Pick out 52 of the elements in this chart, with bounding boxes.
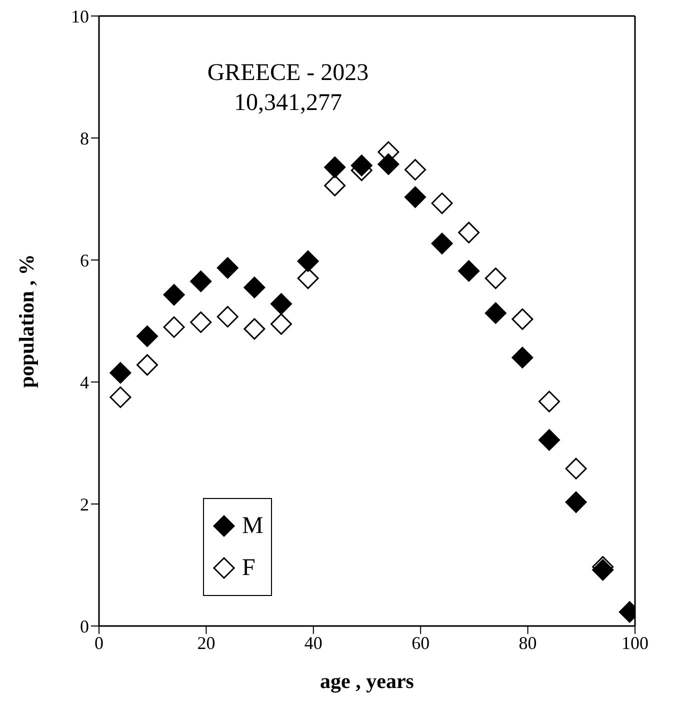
point (538, 429, 560, 451)
point (324, 174, 346, 196)
point (190, 270, 212, 292)
point (270, 293, 292, 315)
x-tick-label: 20 (197, 632, 216, 653)
point (163, 316, 185, 338)
point (270, 313, 292, 335)
point (190, 311, 212, 333)
text: GREECE - 2023 (206, 59, 370, 88)
point (565, 491, 587, 513)
point (538, 390, 560, 412)
point (136, 326, 158, 347)
point (484, 268, 506, 290)
x-tick-label: 40 (304, 632, 322, 653)
point (244, 318, 266, 340)
x-tick-label: 0 (94, 632, 104, 653)
point (565, 458, 587, 480)
point (216, 257, 238, 279)
x-tick-label: 60 (412, 632, 430, 653)
y-axis-title: population , % (14, 254, 38, 388)
legend-label: M (242, 512, 264, 540)
point (136, 354, 158, 376)
point (350, 154, 372, 176)
point (163, 284, 185, 306)
point (216, 306, 238, 328)
point (458, 222, 480, 244)
x-tick-label: 80 (518, 632, 537, 653)
point (110, 386, 132, 408)
point (378, 153, 400, 175)
point (404, 158, 426, 180)
point (512, 346, 534, 368)
point (297, 250, 319, 272)
y-tick-label: 2 (80, 494, 89, 514)
y-tick-label: 6 (80, 250, 89, 270)
point (512, 308, 534, 330)
x-tick-label: 100 (622, 632, 648, 653)
text: 10,341,277 (233, 89, 343, 118)
point (110, 362, 132, 384)
point (297, 268, 319, 290)
point (324, 156, 346, 178)
point (431, 192, 453, 214)
x-axis-title: age , years (320, 669, 414, 693)
point (431, 232, 453, 254)
y-tick-label: 0 (80, 616, 89, 636)
point (244, 276, 266, 298)
y-tick-label: 8 (80, 128, 89, 148)
point (484, 302, 506, 324)
y-tick-label: 10 (71, 6, 89, 26)
y-tick-label: 4 (80, 372, 89, 392)
legend-label: F (242, 554, 256, 582)
point (458, 260, 480, 282)
point (404, 186, 426, 208)
